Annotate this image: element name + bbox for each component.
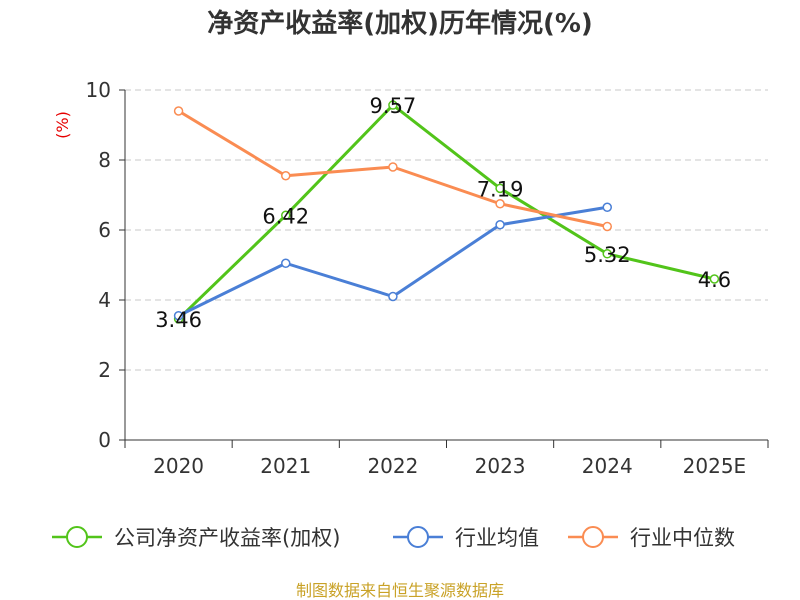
y-tick-label-2: 2 (98, 358, 111, 382)
x-tick-label-2023: 2023 (475, 454, 526, 478)
series-1-point-0 (173, 311, 184, 321)
chart-title: 净资产收益率(加权)历年情况(%) (207, 8, 593, 39)
x-tick-label-2020: 2020 (153, 454, 204, 478)
series-2-point-3 (495, 199, 505, 209)
series-1-point-3 (495, 220, 505, 230)
series-line-0 (177, 103, 715, 320)
series-2-point-4 (602, 221, 612, 232)
data-label-2: 9.57 (370, 94, 417, 118)
x-tick-label-2025E: 2025E (683, 454, 747, 478)
series-1-point-2 (388, 291, 398, 302)
data-labels: 3.46 6.42 9.57 7.19 5.32 4.6 (155, 94, 731, 332)
x-tick-label-2024: 2024 (582, 454, 633, 478)
series-0-point-3 (495, 183, 505, 194)
series-0-point-2 (388, 100, 398, 110)
y-axis-label: (%) (53, 111, 72, 139)
y-tick-label-4: 4 (98, 288, 111, 312)
x-tick-label-2021: 2021 (260, 454, 311, 478)
series-0-point-5 (709, 274, 720, 284)
series-lines (173, 100, 720, 324)
legend-label-0: 公司净资产收益率(加权) (114, 526, 340, 550)
series-1-point-4 (602, 202, 612, 212)
legend-label-1: 行业均值 (455, 526, 539, 550)
legend-label-2: 行业中位数 (630, 526, 735, 550)
x-tick-label-2022: 2022 (367, 454, 418, 478)
y-tick-label-0: 0 (98, 428, 111, 452)
data-label-5: 4.6 (698, 268, 731, 292)
data-label-4: 5.32 (584, 243, 631, 267)
series-0-point-4 (602, 249, 612, 259)
legend-marker-0 (66, 526, 88, 548)
legend: 公司净资产收益率(加权) 行业均值 行业中位数 (52, 526, 735, 550)
data-label-1: 6.42 (262, 204, 309, 228)
y-tick-label-10: 10 (86, 78, 111, 102)
source-note: 制图数据来自恒生聚源数据库 (296, 581, 504, 600)
series-2-point-0 (173, 106, 184, 116)
y-tick-label-8: 8 (98, 148, 111, 172)
grid-lines (125, 89, 768, 371)
series-2-point-2 (388, 162, 398, 172)
series-2-point-1 (281, 171, 291, 181)
legend-marker-2 (582, 526, 604, 548)
data-label-3: 7.19 (477, 177, 524, 201)
series-0-point-1 (281, 210, 291, 221)
series-1-point-1 (281, 258, 291, 268)
legend-marker-1 (407, 526, 429, 548)
data-label-0: 3.46 (155, 308, 202, 332)
y-tick-label-6: 6 (98, 218, 111, 242)
axes: 0 2 4 6 8 10 2020 2021 2022 2023 2024 2025E (86, 78, 769, 478)
